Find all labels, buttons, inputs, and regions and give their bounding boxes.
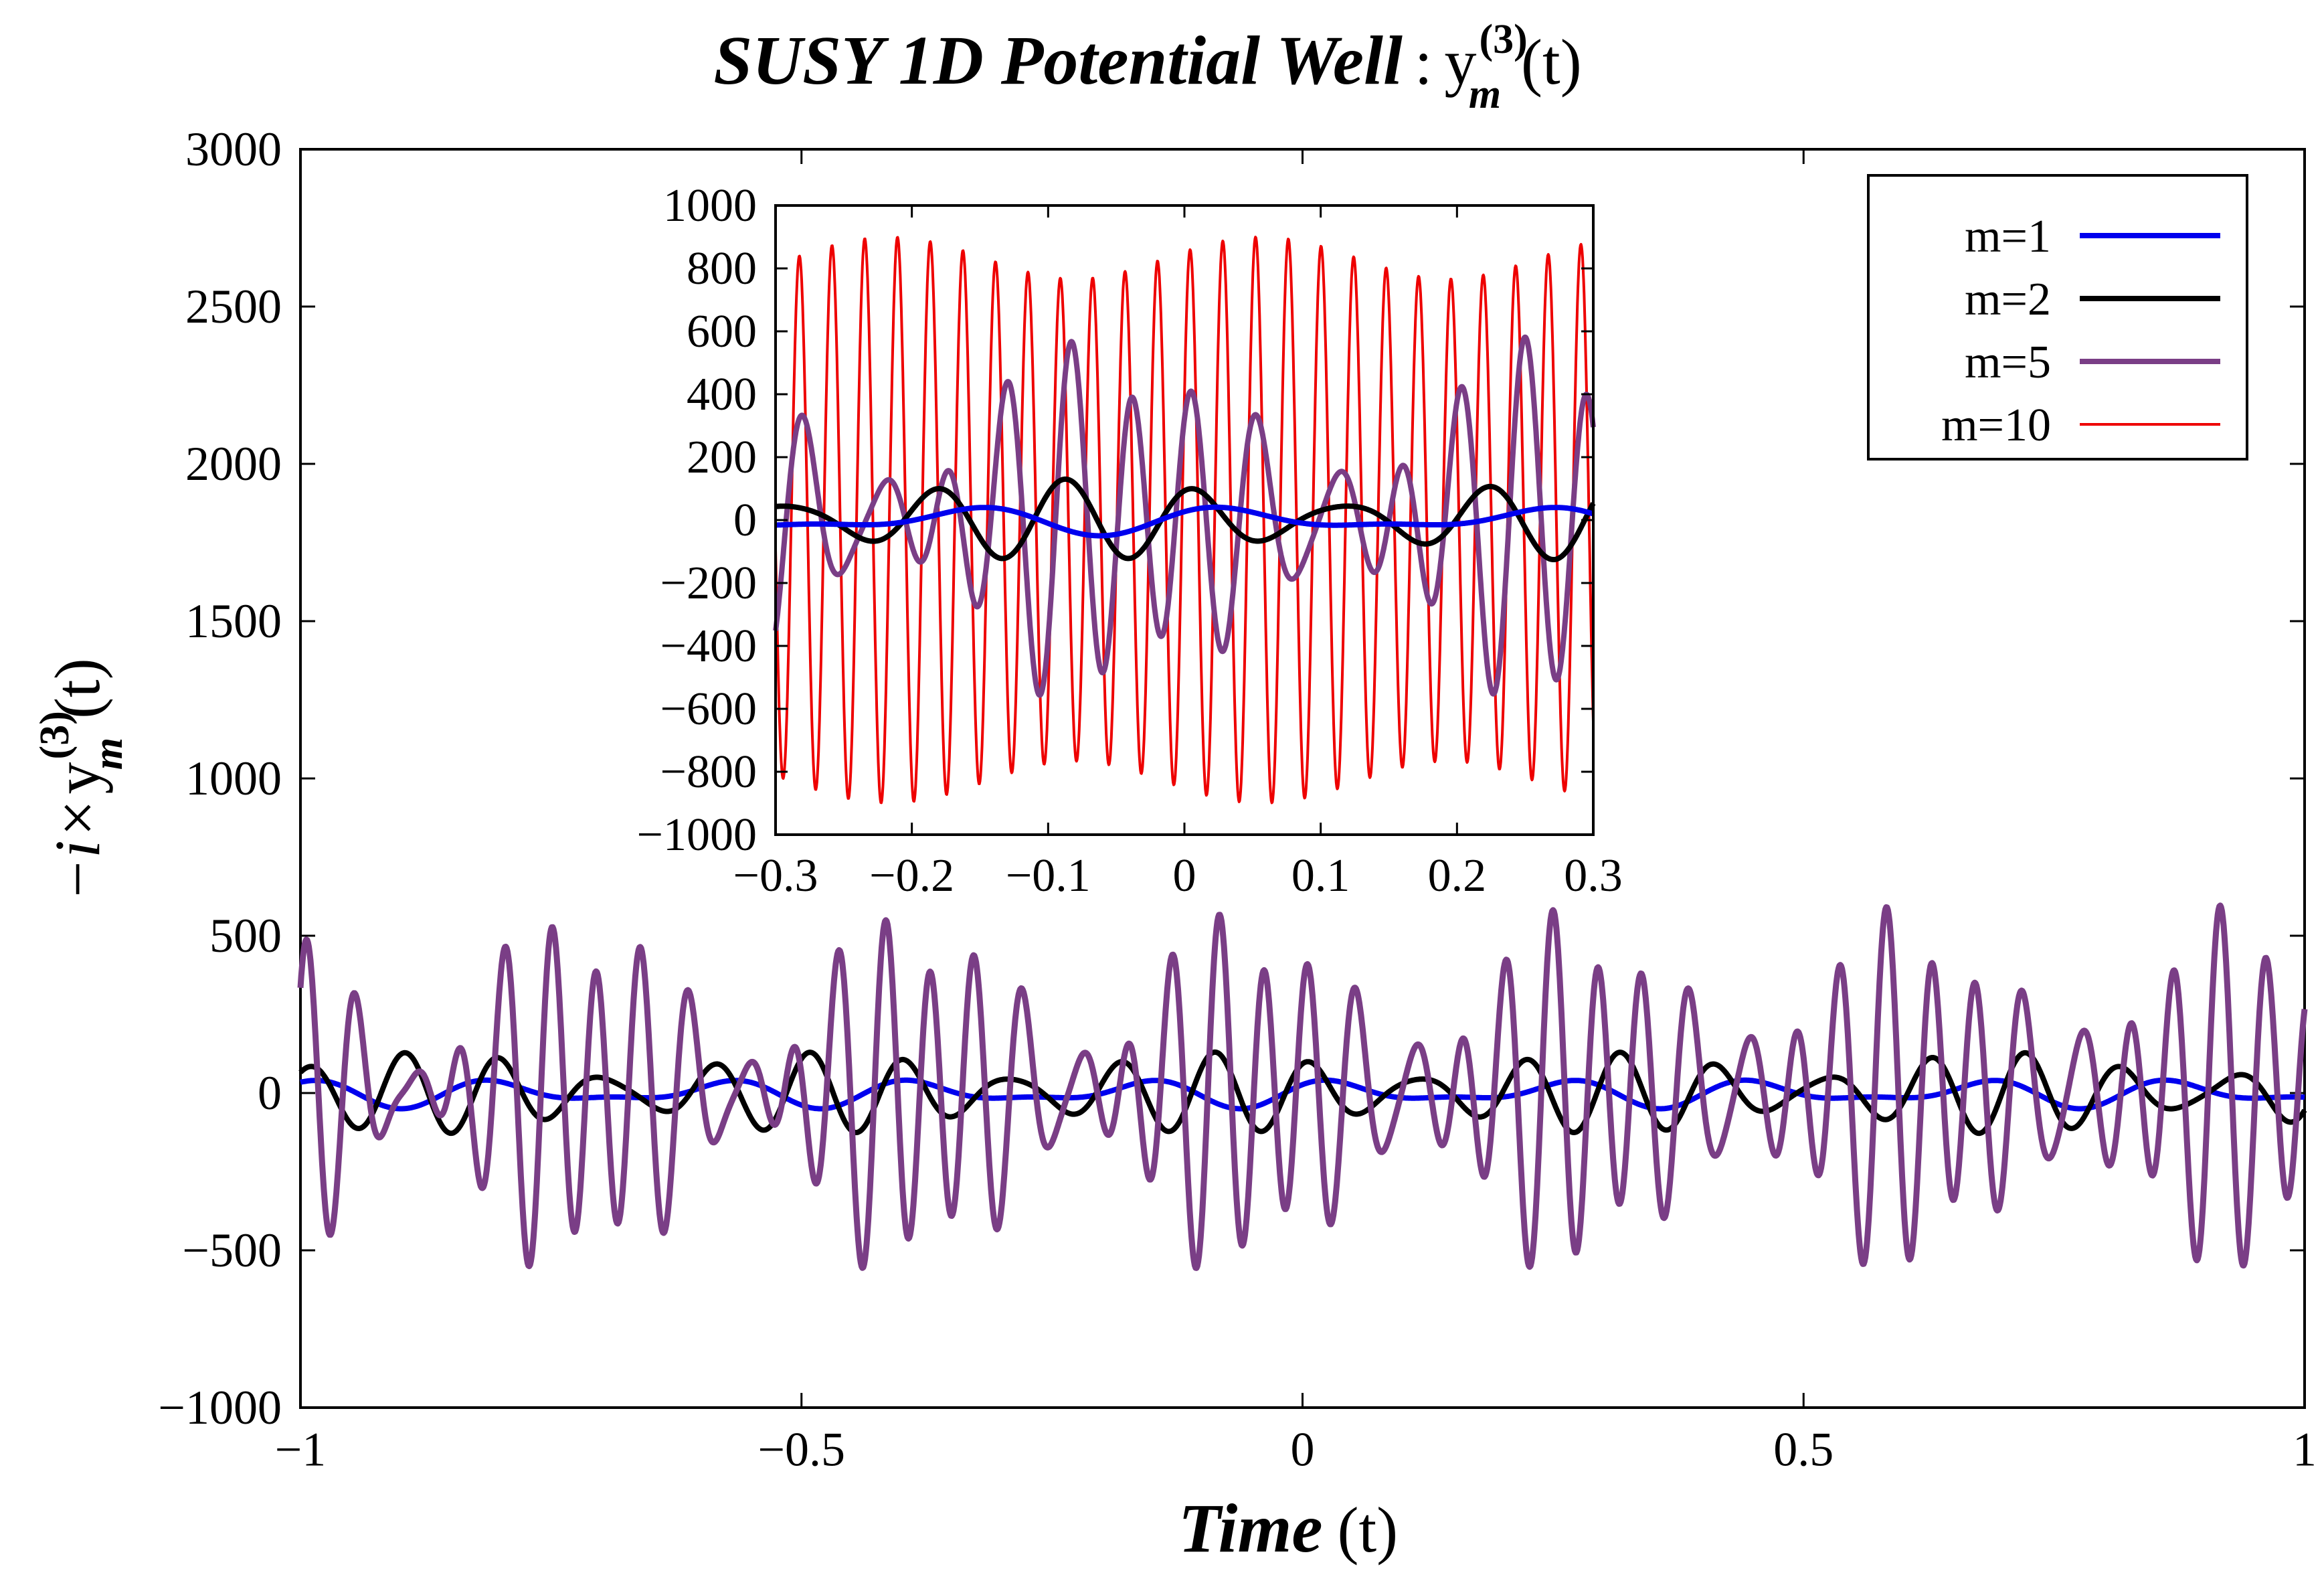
inset-y-tick-label: 0 xyxy=(733,495,757,546)
inset-x-tick-label: 0 xyxy=(1173,850,1196,902)
inset-y-tick-label: −1000 xyxy=(637,809,757,861)
inset-y-tick-label: 400 xyxy=(687,369,757,420)
main-y-tick-label: 0 xyxy=(258,1066,282,1120)
x-axis-label: Time (t) xyxy=(1178,1490,1398,1567)
inset-y-tick-label: 600 xyxy=(687,306,757,357)
main-x-tick-label: 0.5 xyxy=(1773,1422,1834,1476)
inset-y-tick-label: 800 xyxy=(687,243,757,295)
inset-x-tick-label: 0.1 xyxy=(1291,850,1350,902)
inset-y-tick-label: −200 xyxy=(660,558,757,609)
main-series-m-2 xyxy=(298,1049,2307,1137)
inset-y-tick-label: −800 xyxy=(660,746,757,798)
inset-x-tick-label: −0.1 xyxy=(1006,850,1091,902)
main-y-tick-label: 3000 xyxy=(185,122,282,176)
inset-axis-ticks: −0.3 −0.2 −0.1 0 0.1 0.2 0.3 −1000 −800 −600 −400 −… xyxy=(637,180,1623,902)
main-y-tick-label: 2500 xyxy=(185,280,282,333)
legend-label-m-5: m=5 xyxy=(1965,337,2051,388)
main-y-tick-label: 1500 xyxy=(185,594,282,648)
inset-y-tick-label: −400 xyxy=(660,620,757,672)
inset-x-tick-label: 0.3 xyxy=(1564,850,1623,902)
legend-label-m-2: m=2 xyxy=(1965,274,2051,325)
main-x-tick-label: 0 xyxy=(1291,1422,1315,1476)
legend-box xyxy=(1867,174,2248,461)
legend-label-m-1: m=1 xyxy=(1965,211,2051,262)
main-series-m-1 xyxy=(298,1077,2307,1112)
main-series-lines xyxy=(297,902,2308,1271)
inset-series-lines xyxy=(773,236,1596,805)
main-y-tick-label: 2000 xyxy=(185,437,282,491)
main-series-m-5 xyxy=(297,902,2308,1271)
legend-label-m-10: m=10 xyxy=(1941,400,2051,451)
inset-x-tick-label: −0.3 xyxy=(733,850,818,902)
chart-title: SUSY 1D Potential Well : y (3) m (t) xyxy=(713,17,1581,117)
main-x-tick-label: −1 xyxy=(275,1422,327,1476)
inset-series-m-5 xyxy=(773,334,1596,698)
inset-x-tick-label: 0.2 xyxy=(1428,850,1487,902)
main-x-tick-label: 1 xyxy=(2293,1422,2317,1476)
inset-series-m-2 xyxy=(773,476,1596,562)
main-axis-ticks: −1 −0.5 0 0.5 1−1000−50005001000150020002500… xyxy=(158,122,2317,1477)
inset-x-tick-label: −0.2 xyxy=(869,850,954,902)
legend: m=1 m=2 m=5 m=10 xyxy=(1867,174,2248,461)
main-x-tick-label: −0.5 xyxy=(757,1422,845,1476)
main-y-tick-label: −1000 xyxy=(158,1381,282,1434)
y-axis-label: −i× y (3) m (t) xyxy=(32,658,131,901)
inset-y-tick-label: 200 xyxy=(687,432,757,483)
main-y-tick-label: −500 xyxy=(182,1224,282,1277)
inset-y-tick-label: −600 xyxy=(660,683,757,735)
main-y-tick-label: 500 xyxy=(209,909,282,963)
inset-series-m-10 xyxy=(774,236,1595,805)
inset-y-tick-label: 1000 xyxy=(663,180,757,232)
inset-series-m-1 xyxy=(773,504,1596,539)
main-y-tick-label: 1000 xyxy=(185,752,282,805)
